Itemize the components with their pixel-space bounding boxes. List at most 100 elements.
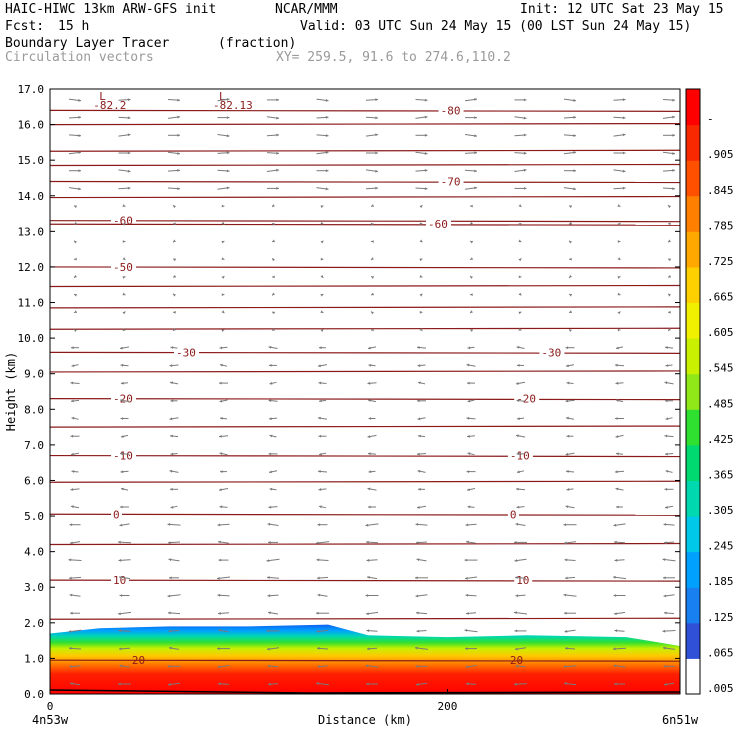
- colorbar-label: .305: [707, 504, 734, 517]
- circulation-vector-head: [662, 558, 666, 561]
- circulation-vector-head: [470, 204, 473, 208]
- isotherm-label: -50: [113, 261, 133, 274]
- circulation-vector-head: [269, 381, 273, 385]
- circulation-vector-head: [573, 98, 576, 102]
- circulation-vector-head: [217, 576, 220, 580]
- circulation-vector-head: [268, 611, 271, 615]
- circulation-vector-head: [317, 523, 321, 527]
- circulation-vector-head: [569, 294, 573, 297]
- circulation-vector-head: [316, 629, 320, 633]
- isotherm-line: [49, 659, 681, 662]
- circulation-vector-head: [617, 276, 621, 279]
- circulation-vector-head: [173, 239, 176, 243]
- circulation-vector-head: [173, 310, 176, 314]
- circulation-vector-head: [515, 594, 519, 598]
- circulation-vector-head: [74, 257, 77, 261]
- isotherm-label: -30: [541, 346, 561, 359]
- circulation-vector-head: [366, 612, 369, 616]
- circulation-vector-head: [268, 541, 271, 544]
- circulation-vector-head: [424, 152, 428, 155]
- circulation-vector-head: [516, 452, 520, 456]
- colorbar-label: .185: [707, 575, 734, 588]
- circulation-vector-head: [365, 594, 369, 597]
- circulation-vector-head: [119, 523, 123, 527]
- y-tick-label: 6.0: [24, 474, 44, 487]
- circulation-vector-head: [614, 558, 618, 562]
- circulation-vector-head: [415, 576, 418, 580]
- vector-legend: Circulation vectors: [5, 50, 154, 65]
- circulation-vector-head: [268, 399, 272, 403]
- isotherm-line: [49, 542, 681, 546]
- circulation-vector-head: [177, 133, 180, 137]
- circulation-vector-head: [470, 329, 474, 332]
- circulation-vector-head: [622, 116, 626, 120]
- circulation-vector-head: [177, 115, 180, 119]
- circulation-vector-head: [617, 223, 621, 226]
- circulation-vector-head: [325, 151, 329, 154]
- circulation-vector-head: [267, 647, 270, 651]
- circulation-vector-head: [563, 523, 567, 527]
- circulation-vector-head: [316, 611, 319, 615]
- colorbar-label: .425: [707, 433, 734, 446]
- circulation-vector-head: [467, 381, 470, 385]
- isotherm-line: [49, 306, 681, 309]
- circulation-vector-head: [615, 487, 619, 491]
- circulation-vector-head: [317, 665, 321, 668]
- x-start-label: 4n53w: [32, 713, 69, 727]
- circulation-vector-head: [516, 346, 520, 349]
- circulation-vector-head: [371, 276, 375, 279]
- isotherm-label: 0: [113, 508, 120, 521]
- colorbar-swatch: [686, 231, 700, 268]
- isotherm-line: [49, 109, 681, 112]
- circulation-vector-head: [573, 169, 576, 173]
- circulation-vector-head: [120, 470, 124, 474]
- circulation-vector-head: [517, 417, 520, 420]
- isotherm-label: -10: [113, 450, 133, 463]
- isotherm-line: [49, 480, 681, 483]
- circulation-vector-head: [170, 399, 174, 403]
- circulation-vector-head: [367, 647, 370, 651]
- circulation-vector-head: [416, 611, 419, 615]
- org-label: NCAR/MMM: [275, 2, 338, 17]
- circulation-vector-head: [368, 399, 371, 402]
- y-tick-label: 13.0: [18, 225, 45, 238]
- circulation-vector-head: [518, 311, 522, 315]
- circulation-vector-head: [268, 682, 271, 686]
- circulation-vector-head: [663, 646, 666, 650]
- y-tick-label: 8.0: [24, 403, 44, 416]
- circulation-vector-head: [69, 665, 73, 668]
- isotherm-line: [49, 266, 681, 269]
- circulation-vector-head: [221, 240, 225, 244]
- circulation-vector-head: [368, 470, 372, 474]
- circulation-vector-head: [375, 186, 378, 190]
- isotherm-label: 20: [510, 654, 523, 667]
- circulation-vector-head: [168, 541, 171, 545]
- circulation-vector-head: [573, 187, 576, 191]
- circulation-vector-head: [217, 647, 220, 650]
- circulation-vector-head: [616, 505, 619, 509]
- isotherm-label-bg: [111, 508, 122, 521]
- circulation-vector-head: [121, 435, 124, 438]
- circulation-vector-head: [119, 576, 122, 579]
- circulation-vector-head: [573, 115, 576, 119]
- circulation-vector-head: [272, 275, 275, 279]
- circulation-vector-head: [417, 505, 420, 509]
- circulation-vector-head: [613, 523, 617, 527]
- field-units: (fraction): [218, 36, 297, 51]
- circulation-vector-head: [127, 186, 131, 190]
- circulation-vector-head: [219, 399, 223, 403]
- circulation-vector-head: [217, 593, 221, 597]
- circulation-vector-head: [523, 98, 527, 102]
- circulation-vector-head: [467, 505, 471, 509]
- isotherm-line: [49, 122, 681, 126]
- circulation-vector-head: [523, 116, 527, 120]
- circulation-vector-head: [74, 240, 77, 244]
- circulation-vector-head: [272, 239, 276, 243]
- isotherm-label: 20: [132, 654, 145, 667]
- circulation-vector-head: [269, 364, 272, 367]
- minimum-value: -82.2: [93, 99, 126, 112]
- circulation-vector-head: [470, 240, 474, 244]
- circulation-vector-head: [514, 541, 517, 544]
- circulation-vector-head: [122, 240, 126, 243]
- circulation-vector-head: [266, 559, 270, 562]
